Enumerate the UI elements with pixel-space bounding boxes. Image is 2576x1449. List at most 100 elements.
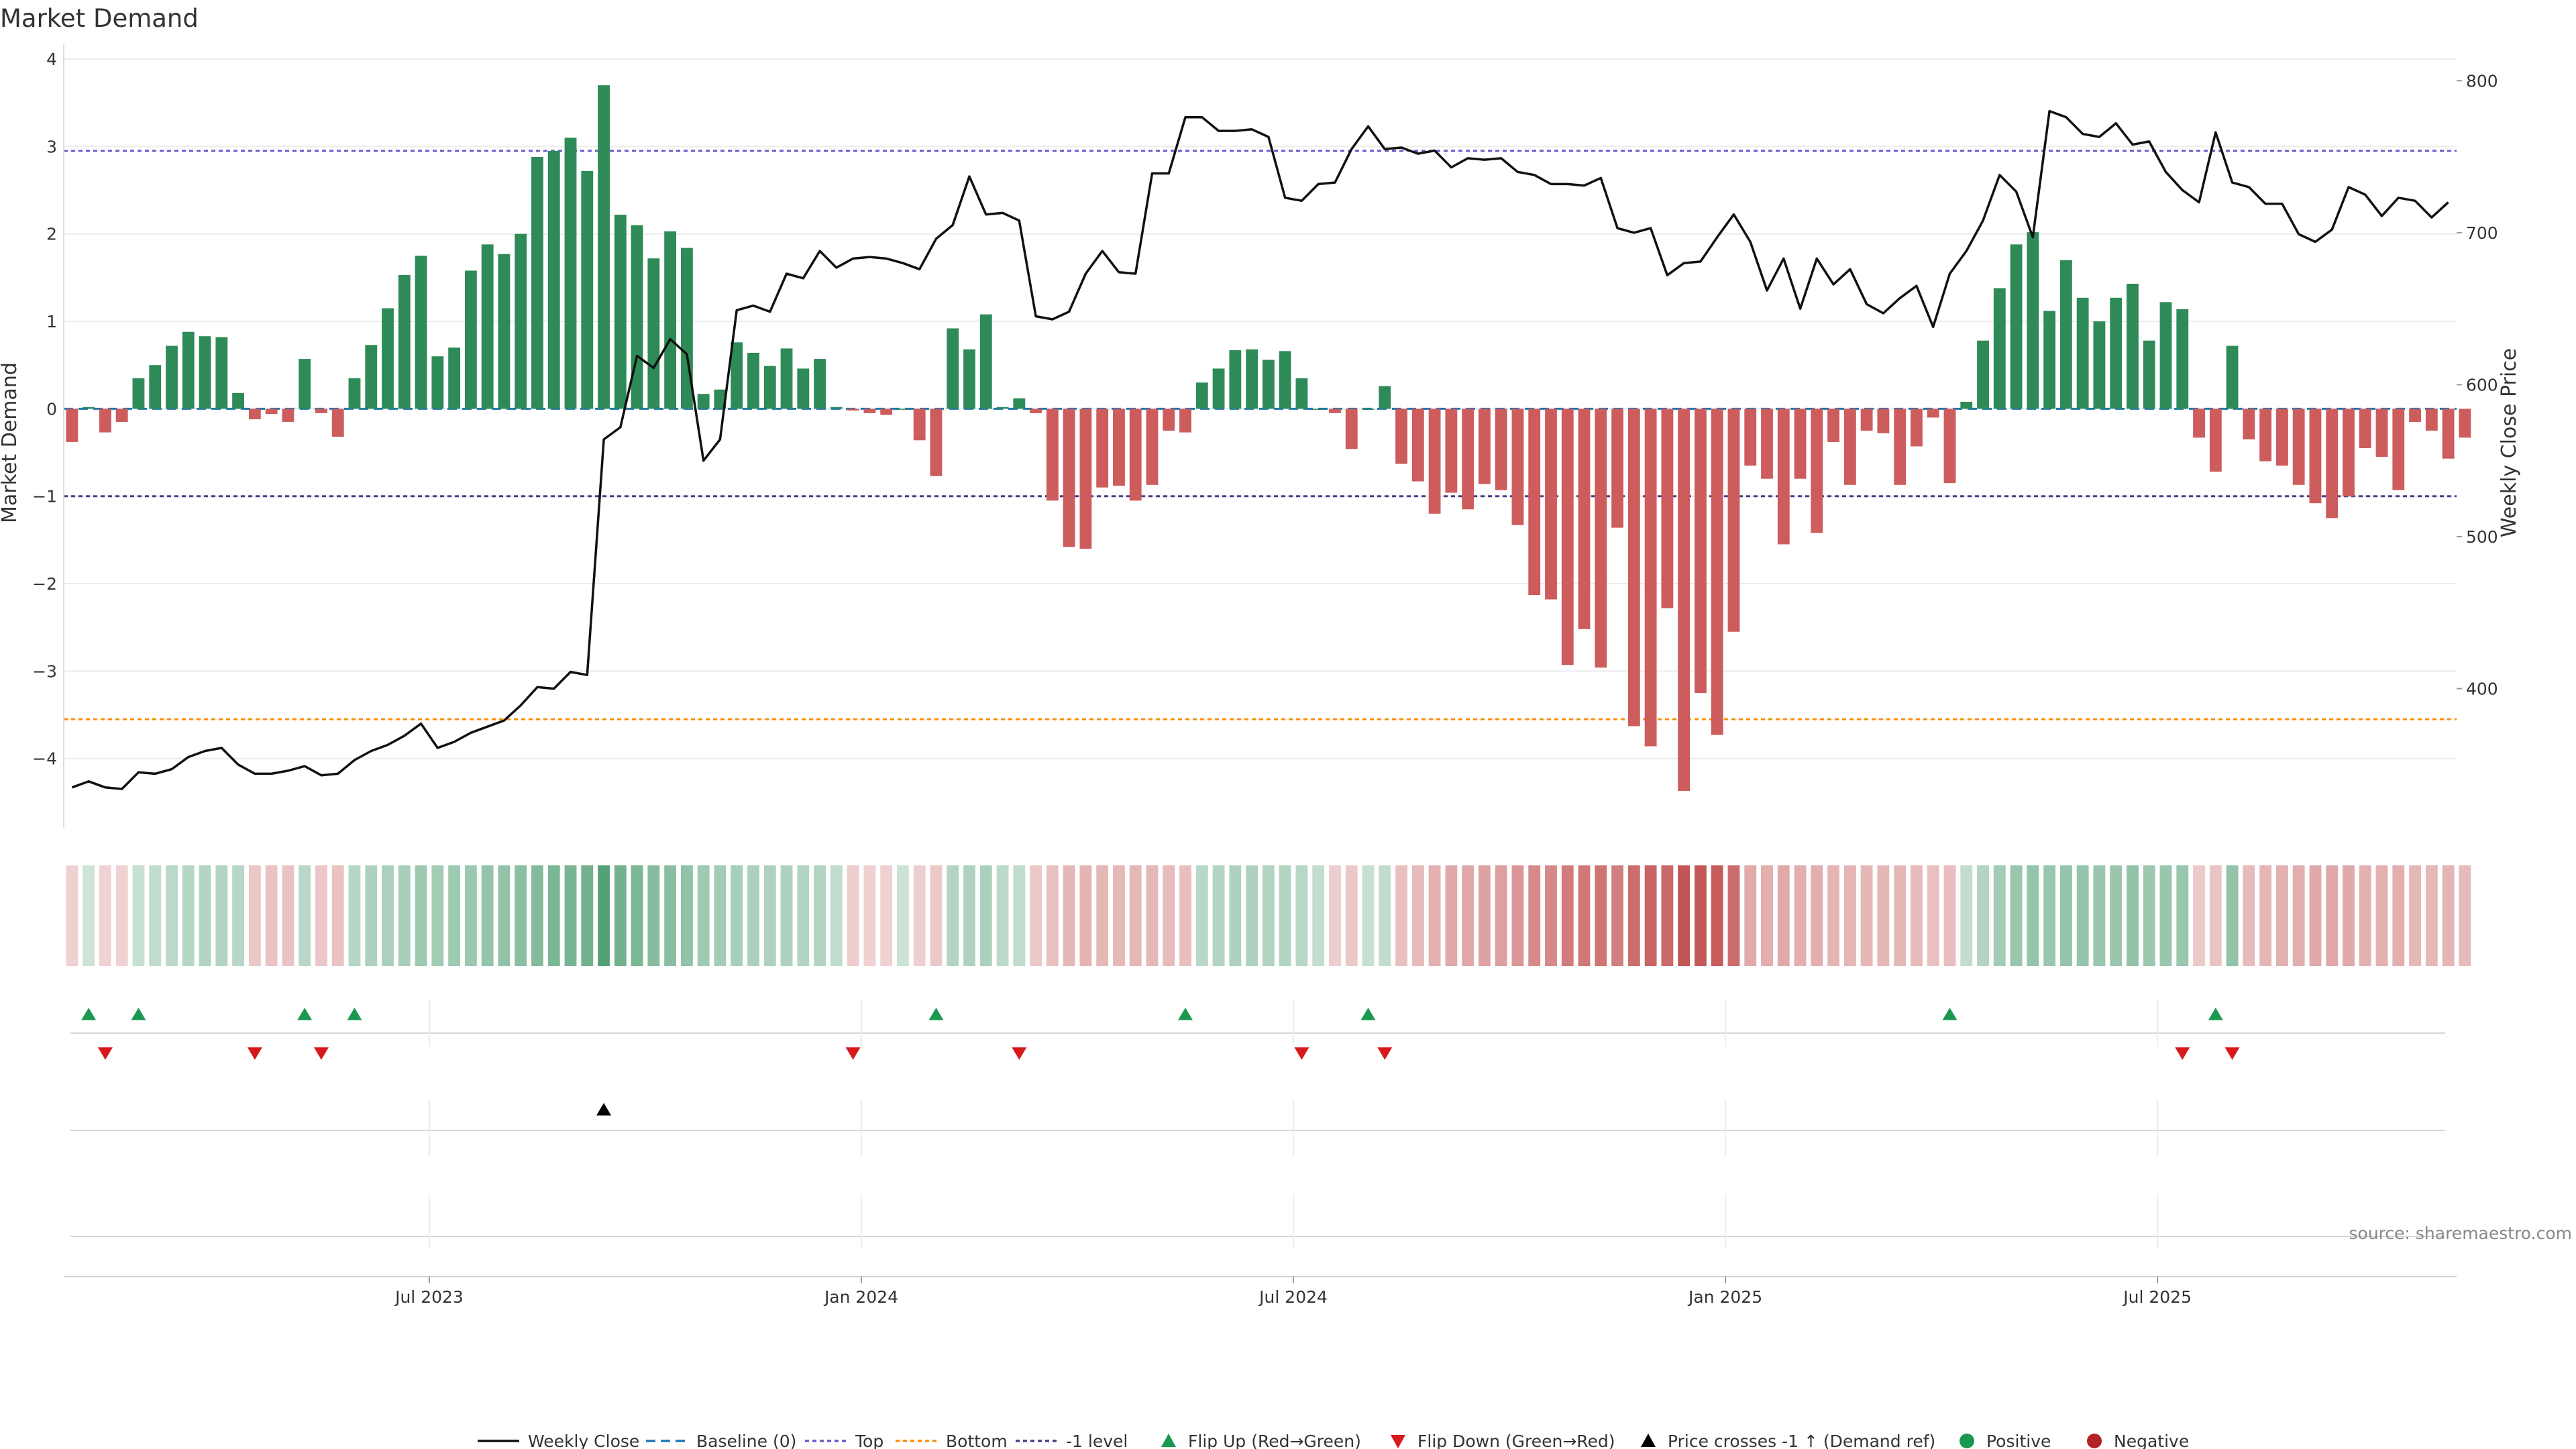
- demand-bar: [2243, 409, 2255, 439]
- heat-cell: [2159, 865, 2172, 966]
- demand-bar: [132, 378, 145, 409]
- demand-bar: [1578, 409, 1591, 629]
- x-tick-label: Jul 2025: [2122, 1287, 2192, 1307]
- demand-bar: [1761, 409, 1773, 479]
- demand-bar: [2326, 409, 2339, 519]
- y2-tick-label: 700: [2466, 223, 2498, 243]
- heat-cell: [1744, 865, 1757, 966]
- demand-bar: [1063, 409, 1075, 547]
- flip-up-marker: [1942, 1008, 1957, 1020]
- demand-bar: [1146, 409, 1159, 485]
- heat-cell: [780, 865, 793, 966]
- demand-bar: [2076, 297, 2089, 409]
- heat-cell: [2459, 865, 2471, 966]
- flip-down-marker: [1294, 1047, 1309, 1060]
- heat-cell: [481, 865, 494, 966]
- demand-bar: [232, 392, 245, 409]
- heat-cell: [1644, 865, 1657, 966]
- demand-bar: [1478, 409, 1491, 484]
- demand-bar: [2343, 409, 2355, 496]
- y-tick-label: 3: [46, 137, 57, 156]
- heat-cell: [1943, 865, 1956, 966]
- heat-cell: [697, 865, 710, 966]
- heat-cell: [149, 865, 162, 966]
- heat-cell: [996, 865, 1009, 966]
- legend-label: Price crosses -1 ↑ (Demand ref): [1668, 1432, 1935, 1449]
- y-axis-label: Market Demand: [0, 362, 21, 523]
- demand-bar: [2309, 409, 2322, 504]
- demand-bar: [1528, 409, 1541, 595]
- demand-bar: [2159, 302, 2172, 409]
- legend-swatch: [1960, 1434, 1974, 1448]
- demand-bar: [265, 409, 278, 415]
- x-tick-label: Jul 2023: [394, 1287, 464, 1307]
- demand-bar: [1843, 409, 1856, 485]
- demand-bar: [199, 336, 211, 409]
- heat-cell: [2027, 865, 2039, 966]
- heat-cell: [1113, 865, 1125, 966]
- demand-bar: [398, 274, 411, 409]
- demand-bar: [1661, 409, 1674, 608]
- demand-bar: [631, 225, 643, 409]
- legend-swatch: [2087, 1434, 2102, 1448]
- demand-bar: [581, 170, 594, 409]
- heat-cell: [1379, 865, 1391, 966]
- demand-bar: [2193, 409, 2205, 438]
- heat-cell: [282, 865, 294, 966]
- heat-cell: [299, 865, 311, 966]
- demand-bar: [299, 359, 311, 409]
- demand-bar: [1777, 409, 1790, 545]
- flip-down-marker: [845, 1047, 861, 1060]
- heat-cell: [83, 865, 95, 966]
- heat-cell: [631, 865, 643, 966]
- flip-up-marker: [81, 1008, 97, 1020]
- heat-cell: [1329, 865, 1341, 966]
- demand-bar: [2442, 409, 2455, 459]
- heat-cell: [1511, 865, 1524, 966]
- heat-cell: [398, 865, 411, 966]
- heat-cell: [1063, 865, 1075, 966]
- demand-bar: [979, 314, 992, 409]
- flip-up-marker: [297, 1008, 313, 1020]
- flip-down-marker: [1377, 1047, 1393, 1060]
- heat-cell: [1146, 865, 1159, 966]
- demand-bar: [1179, 409, 1191, 433]
- demand-bar: [531, 157, 543, 409]
- legend: Weekly Close Baseline (0) Top Bottom -1 leve…: [478, 1432, 2189, 1449]
- heat-cell: [2043, 865, 2056, 966]
- heat-cell: [1528, 865, 1541, 966]
- demand-bar: [1627, 409, 1640, 727]
- demand-bar: [2459, 409, 2471, 438]
- legend-swatch: [1161, 1434, 1176, 1447]
- demand-bar: [1827, 409, 1840, 442]
- demand-bar: [1811, 409, 1823, 533]
- heat-cell: [913, 865, 926, 966]
- heat-cell: [348, 865, 361, 966]
- heat-cell: [2309, 865, 2322, 966]
- reference-lines: [64, 150, 2457, 720]
- chart-title: Market Demand: [0, 4, 199, 33]
- heat-cell: [1993, 865, 2006, 966]
- demand-bar: [248, 409, 261, 420]
- heat-cell: [2076, 865, 2089, 966]
- heat-cell: [1428, 865, 1441, 966]
- demand-bar: [1163, 409, 1175, 431]
- heat-cell: [2292, 865, 2305, 966]
- weekly-close-line: [71, 109, 2449, 790]
- heat-cell: [731, 865, 743, 966]
- heat-cell: [2442, 865, 2455, 966]
- demand-bar: [2093, 321, 2106, 409]
- heat-cell: [1212, 865, 1225, 966]
- demand-bar: [1379, 386, 1391, 409]
- heat-cell: [431, 865, 444, 966]
- demand-bar: [1911, 409, 1923, 447]
- heat-cell: [1561, 865, 1574, 966]
- demand-bar: [1113, 409, 1125, 486]
- price-line-layer: [71, 109, 2449, 790]
- demand-bar: [382, 308, 394, 409]
- heat-cell: [1611, 865, 1623, 966]
- heat-cell: [1860, 865, 1873, 966]
- y-tick-label: −4: [32, 749, 57, 769]
- heat-cell: [1578, 865, 1591, 966]
- heat-cell: [1627, 865, 1640, 966]
